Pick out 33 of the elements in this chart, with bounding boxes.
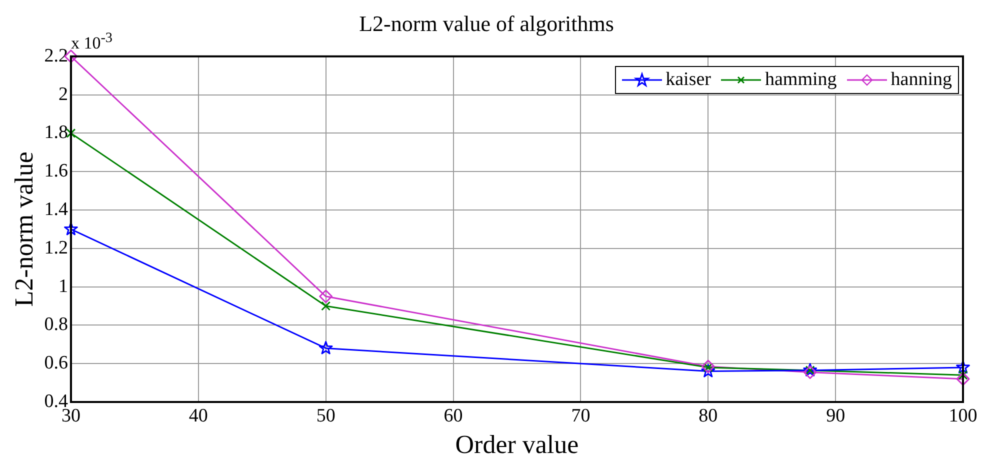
chart-title: L2-norm value of algorithms bbox=[359, 10, 614, 36]
point bbox=[803, 365, 817, 379]
legend-label: kaiser bbox=[666, 69, 711, 92]
y-tick-label: 1 bbox=[58, 276, 68, 297]
y-axis-title: L2-norm value bbox=[9, 152, 38, 307]
x-axis-title: Order value bbox=[455, 430, 579, 460]
legend-label: hanning bbox=[890, 69, 952, 92]
text: x 10$^{-3}$ bbox=[70, 30, 112, 54]
point bbox=[701, 360, 715, 374]
y-tick-label: 2 bbox=[58, 84, 68, 105]
y-tick-label: 1.8 bbox=[44, 122, 68, 144]
point bbox=[956, 372, 970, 386]
legend-label: hamming bbox=[765, 69, 837, 92]
point bbox=[319, 290, 333, 304]
y-tick-label: 0.8 bbox=[44, 314, 68, 336]
point bbox=[701, 364, 716, 378]
x-tick-label: 40 bbox=[188, 405, 208, 426]
x-tick-label: 100 bbox=[948, 405, 978, 426]
y-tick-label: 2.2 bbox=[44, 45, 68, 66]
point bbox=[318, 340, 333, 354]
x-tick-label: 50 bbox=[316, 405, 336, 426]
y-tick-label: 0.6 bbox=[44, 352, 68, 374]
y-tick-label: 1.6 bbox=[44, 160, 68, 182]
point bbox=[956, 360, 970, 374]
y-tick-label: 1.2 bbox=[44, 237, 68, 258]
point bbox=[803, 363, 818, 376]
y-tick-label: 1.4 bbox=[44, 198, 68, 220]
x-tick-label: 60 bbox=[444, 405, 463, 426]
x-tick-label: 80 bbox=[698, 405, 718, 426]
x-tick-label: 70 bbox=[571, 405, 590, 426]
x-tick-label: 90 bbox=[826, 405, 846, 426]
point bbox=[321, 301, 331, 311]
point bbox=[64, 222, 78, 236]
